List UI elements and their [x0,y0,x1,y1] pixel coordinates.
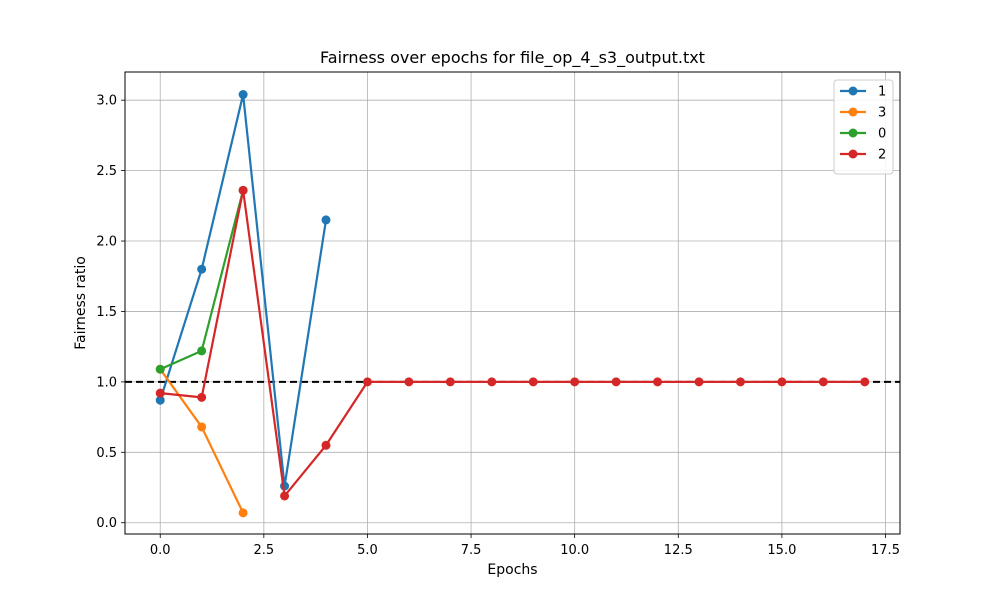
data-point [404,377,414,387]
data-point [197,346,207,356]
plot-frame [124,71,901,535]
y-tick-label: 3.0 [96,94,117,109]
data-point [528,377,538,387]
x-tick-label: 17.5 [871,543,900,558]
legend-marker [848,128,858,138]
data-point [197,392,207,402]
legend-label: 3 [878,106,886,121]
legend-label: 1 [878,85,886,100]
x-tick-label: 15.0 [767,543,796,558]
legend-label: 2 [878,148,886,163]
data-point [321,440,331,450]
data-point [238,185,248,195]
data-point [570,377,580,387]
x-tick-label: 5.0 [357,543,378,558]
y-tick-label: 1.0 [96,375,117,390]
x-tick-label: 0.0 [150,543,171,558]
data-point [653,377,663,387]
legend-box [833,79,894,175]
legend-marker [848,149,858,159]
data-point [155,364,165,374]
y-axis-ticks: 0.0 0.5 1.0 1.5 2.0 2.5 3.0 [96,94,125,531]
data-point [445,377,455,387]
data-point [155,395,165,405]
plot-area-background [125,72,900,534]
data-point [155,388,165,398]
data-point [777,377,787,387]
legend-label: 0 [878,127,886,142]
data-point [860,377,870,387]
chart-title: Fairness over epochs for file_op_4_s3_ou… [320,48,705,68]
y-axis-label: Fairness ratio [73,256,89,350]
y-tick-label: 2.5 [96,164,117,179]
x-axis-label: Epochs [487,562,537,578]
y-tick-label: 0.5 [96,446,117,461]
legend-marker [848,107,858,117]
data-point [735,377,745,387]
data-point [197,264,207,274]
data-point [280,491,290,501]
legend: 1 3 0 2 [833,79,894,175]
series-1 [155,90,331,491]
data-point [362,377,372,387]
data-point [694,377,704,387]
x-tick-label: 7.5 [461,543,482,558]
data-point [321,215,331,225]
x-tick-label: 10.0 [560,543,589,558]
x-tick-label: 2.5 [253,543,274,558]
y-tick-label: 1.5 [96,305,117,320]
x-tick-label: 12.5 [664,543,693,558]
data-point [487,377,497,387]
data-point [238,90,248,100]
series-group [155,90,870,518]
series-line [160,189,865,498]
y-tick-label: 2.0 [96,235,117,250]
data-point [238,508,248,518]
x-axis-ticks: 0.0 2.5 5.0 7.5 10.0 12.5 15.0 17.5 [150,534,900,558]
y-tick-label: 0.0 [96,516,117,531]
legend-marker [848,86,858,96]
data-point [197,422,207,432]
data-point [611,377,621,387]
data-point [818,377,828,387]
series-2 [155,185,870,501]
